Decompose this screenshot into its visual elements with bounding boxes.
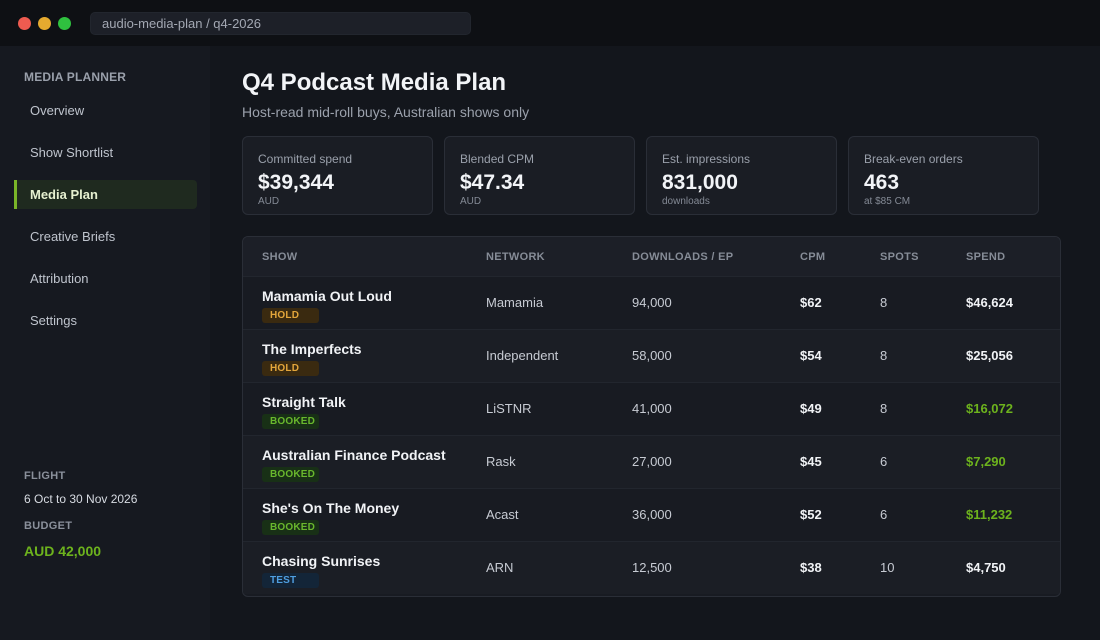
- kpi-label: Blended CPM: [460, 152, 535, 166]
- sidebar-item-overview[interactable]: Overview: [30, 103, 85, 118]
- network-cell: Rask: [486, 454, 516, 469]
- kpi-note: at $85 CM: [864, 196, 911, 207]
- status-badge: BOOKED: [262, 520, 319, 535]
- spots-cell: 8: [880, 295, 888, 310]
- minimize-window-button[interactable]: [38, 17, 51, 30]
- table-row[interactable]: She's On The Money BOOKED Acast 36,000 $…: [243, 488, 1060, 541]
- cpm-cell: $62: [800, 295, 822, 310]
- show-name: Mamamia Out Loud: [262, 288, 392, 304]
- kpi-value: $39,344: [258, 171, 334, 194]
- table-row[interactable]: The Imperfects HOLD Independent 58,000 $…: [243, 329, 1060, 382]
- downloads-cell: 27,000: [632, 454, 672, 469]
- kpi-label: Committed spend: [258, 152, 353, 166]
- kpi-note: AUD: [258, 196, 280, 207]
- kpi-card-blended-cpm: Blended CPM $47.34 AUD: [444, 136, 635, 215]
- downloads-cell: 94,000: [632, 295, 672, 310]
- page-title: Q4 Podcast Media Plan: [242, 69, 507, 96]
- sidebar-item-show-shortlist[interactable]: Show Shortlist: [30, 145, 114, 160]
- spend-cell: $46,624: [966, 295, 1013, 310]
- sidebar-item-settings[interactable]: Settings: [30, 313, 77, 328]
- budget-value: AUD 42,000: [24, 543, 102, 559]
- spots-cell: 6: [880, 454, 888, 469]
- sidebar: MEDIA PLANNER Overview Show Shortlist Me…: [0, 46, 210, 640]
- column-header-network[interactable]: NETWORK: [486, 251, 545, 263]
- status-badge: TEST: [262, 573, 319, 588]
- spend-cell: $4,750: [966, 560, 1006, 575]
- column-header-cpm[interactable]: CPM: [800, 251, 826, 263]
- network-cell: Acast: [486, 507, 519, 522]
- cpm-cell: $52: [800, 507, 822, 522]
- downloads-cell: 12,500: [632, 560, 672, 575]
- cpm-cell: $45: [800, 454, 822, 469]
- show-name: Australian Finance Podcast: [262, 447, 446, 463]
- page-subtitle: Host-read mid-roll buys, Australian show…: [242, 104, 530, 120]
- sidebar-item-attribution[interactable]: Attribution: [30, 271, 89, 286]
- show-name: Straight Talk: [262, 394, 346, 410]
- title-bar: audio-media-plan / q4-2026: [0, 0, 1100, 46]
- spend-cell: $11,232: [966, 507, 1013, 522]
- spots-cell: 8: [880, 401, 888, 416]
- spend-cell: $7,290: [966, 454, 1006, 469]
- show-name: Chasing Sunrises: [262, 553, 381, 569]
- spots-cell: 8: [880, 348, 888, 363]
- table-header: SHOW NETWORK DOWNLOADS / EP CPM SPOTS SP…: [243, 237, 1060, 276]
- column-header-spend[interactable]: SPEND: [966, 251, 1006, 263]
- status-badge: HOLD: [262, 308, 319, 323]
- sidebar-item-media-plan[interactable]: Media Plan: [14, 180, 197, 209]
- address-bar[interactable]: audio-media-plan / q4-2026: [90, 12, 471, 35]
- close-window-button[interactable]: [18, 17, 31, 30]
- table-row[interactable]: Straight Talk BOOKED LiSTNR 41,000 $49 8…: [243, 382, 1060, 435]
- spend-cell: $25,056: [966, 348, 1013, 363]
- spots-cell: 6: [880, 507, 888, 522]
- kpi-card-committed-spend: Committed spend $39,344 AUD: [242, 136, 433, 215]
- status-badge: BOOKED: [262, 467, 319, 482]
- network-cell: ARN: [486, 560, 514, 575]
- cpm-cell: $54: [800, 348, 822, 363]
- downloads-cell: 36,000: [632, 507, 672, 522]
- show-name: She's On The Money: [262, 500, 400, 516]
- maximize-window-button[interactable]: [58, 17, 71, 30]
- column-header-spots[interactable]: SPOTS: [880, 251, 919, 263]
- flight-value: 6 Oct to 30 Nov 2026: [24, 492, 138, 506]
- cpm-cell: $49: [800, 401, 822, 416]
- kpi-card-break-even-orders: Break-even orders 463 at $85 CM: [848, 136, 1039, 215]
- network-cell: Mamamia: [486, 295, 544, 310]
- flight-label: FLIGHT: [24, 470, 66, 482]
- kpi-card-est-impressions: Est. impressions 831,000 downloads: [646, 136, 837, 215]
- budget-label: BUDGET: [24, 520, 73, 532]
- kpi-note: downloads: [662, 196, 710, 207]
- media-plan-table: SHOW NETWORK DOWNLOADS / EP CPM SPOTS SP…: [242, 236, 1061, 597]
- kpi-value: 831,000: [662, 171, 738, 194]
- network-cell: LiSTNR: [486, 401, 532, 416]
- kpi-note: AUD: [460, 196, 482, 207]
- column-header-downloads[interactable]: DOWNLOADS / EP: [632, 251, 734, 263]
- network-cell: Independent: [486, 348, 559, 363]
- show-name: The Imperfects: [262, 341, 362, 357]
- spend-cell: $16,072: [966, 401, 1013, 416]
- table-row[interactable]: Australian Finance Podcast BOOKED Rask 2…: [243, 435, 1060, 488]
- kpi-value: $47.34: [460, 171, 525, 194]
- kpi-value: 463: [864, 171, 900, 194]
- kpi-label: Break-even orders: [864, 152, 963, 166]
- table-row[interactable]: Mamamia Out Loud HOLD Mamamia 94,000 $62…: [243, 276, 1060, 329]
- downloads-cell: 58,000: [632, 348, 672, 363]
- sidebar-item-creative-briefs[interactable]: Creative Briefs: [30, 229, 116, 244]
- column-header-show[interactable]: SHOW: [262, 251, 298, 263]
- cpm-cell: $38: [800, 560, 822, 575]
- downloads-cell: 41,000: [632, 401, 672, 416]
- status-badge: HOLD: [262, 361, 319, 376]
- table-row[interactable]: Chasing Sunrises TEST ARN 12,500 $38 10 …: [243, 541, 1060, 594]
- app-brand: MEDIA PLANNER: [24, 70, 127, 84]
- spots-cell: 10: [880, 560, 895, 575]
- status-badge: BOOKED: [262, 414, 319, 429]
- kpi-label: Est. impressions: [662, 152, 751, 166]
